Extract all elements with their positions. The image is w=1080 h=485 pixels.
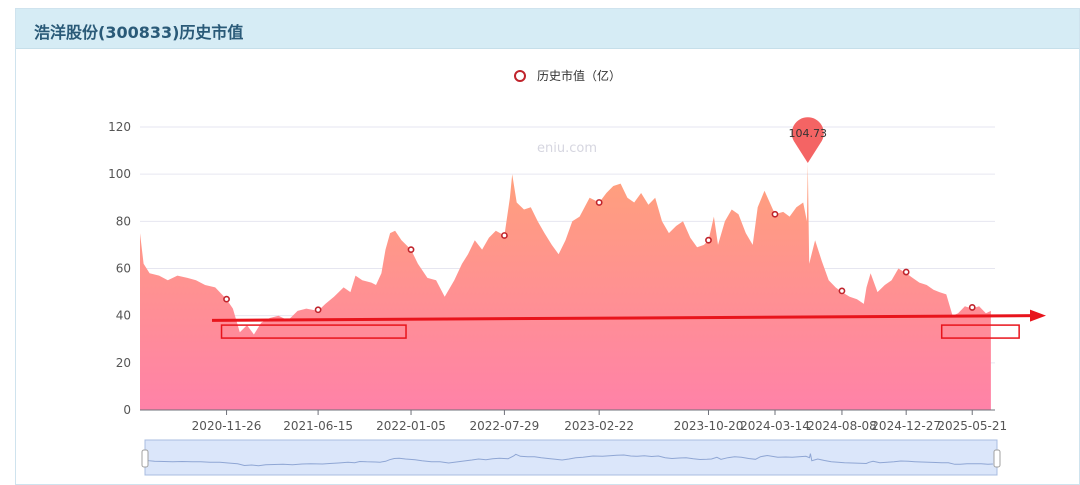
legend-swatch[interactable] — [514, 70, 526, 82]
data-marker — [771, 210, 779, 218]
max-pin: 104.73 — [789, 117, 828, 164]
annotation-arrowhead — [1030, 309, 1046, 322]
x-tick-label: 2024-08-08 — [807, 419, 877, 433]
watermark: eniu.com — [537, 141, 597, 156]
data-marker — [838, 287, 846, 295]
slider-track[interactable] — [144, 439, 998, 476]
data-marker — [902, 268, 910, 276]
y-tick-label: 60 — [116, 262, 131, 276]
y-tick-label: 20 — [116, 356, 131, 370]
slider-handle-right[interactable] — [993, 449, 1001, 468]
x-tick-label: 2024-12-27 — [871, 419, 941, 433]
legend[interactable]: 历史市值（亿） — [514, 68, 621, 83]
max-pin-shape — [791, 117, 824, 164]
x-tick-label: 2023-02-22 — [564, 419, 634, 433]
y-tick-label: 120 — [108, 120, 131, 134]
panel-header: 浩洋股份(300833)历史市值 — [16, 9, 1079, 49]
y-tick-label: 40 — [116, 309, 131, 323]
y-tick-label: 80 — [116, 214, 131, 228]
y-tick-label: 0 — [123, 403, 131, 417]
data-markers — [223, 199, 976, 314]
data-marker — [968, 304, 976, 311]
data-marker — [705, 236, 712, 244]
slider-handle-left[interactable] — [141, 449, 149, 468]
annotation-layer — [211, 309, 1046, 339]
x-tick-label: 2024-03-14 — [740, 419, 810, 433]
data-marker — [595, 199, 603, 206]
zoom-slider[interactable] — [141, 439, 1001, 476]
slider-preview-line — [144, 453, 993, 467]
x-tick-label: 2023-10-20 — [674, 419, 744, 433]
market-cap-area — [140, 163, 991, 410]
x-tick-label: 2021-06-15 — [283, 419, 353, 433]
data-marker — [501, 232, 508, 239]
annotation-box — [220, 324, 407, 339]
panel-title: 浩洋股份(300833)历史市值 — [34, 23, 244, 42]
data-marker — [223, 295, 230, 303]
y-tick-label: 100 — [108, 167, 131, 181]
x-tick-label: 2022-07-29 — [470, 419, 540, 433]
x-tick-label: 2025-05-21 — [937, 419, 1007, 433]
data-marker — [314, 306, 322, 314]
x-tick-label: 2022-01-05 — [376, 419, 446, 433]
legend-label[interactable]: 历史市值（亿） — [537, 68, 621, 83]
data-marker — [407, 246, 415, 254]
annotation-arrow — [211, 314, 1035, 322]
y-axis: 0 20 40 60 80 100 120 — [108, 120, 131, 417]
annotation-box — [940, 324, 1020, 339]
x-tick-label: 2020-11-26 — [192, 419, 262, 433]
x-axis: 2020-11-26 2021-06-15 2022-01-05 2022-07-29… — [140, 409, 1007, 433]
max-pin-label: 104.73 — [789, 127, 828, 140]
